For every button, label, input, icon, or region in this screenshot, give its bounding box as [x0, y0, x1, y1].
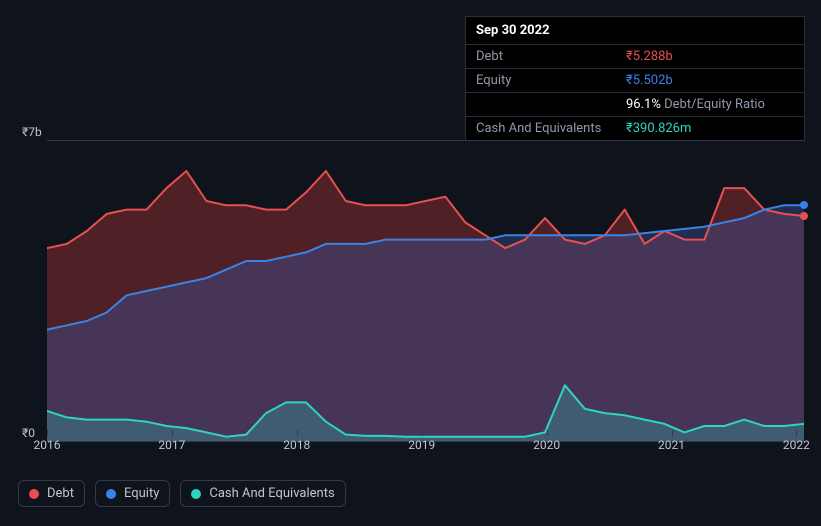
tooltip-row-debt: Debt ₹5.288b: [466, 45, 804, 69]
legend-dot-debt: [29, 489, 39, 499]
tooltip-date: Sep 30 2022: [466, 17, 804, 45]
ratio-value: 96.1%: [626, 97, 661, 112]
x-tick: [422, 430, 423, 436]
x-tick: [47, 430, 48, 436]
x-label: 2020: [533, 438, 560, 452]
legend-item-debt[interactable]: Debt: [18, 480, 85, 507]
x-tick: [796, 430, 797, 436]
x-tick: [547, 430, 548, 436]
tooltip-value-ratio: 96.1% Debt/Equity Ratio: [626, 97, 794, 112]
ratio-suffix: Debt/Equity Ratio: [661, 97, 765, 112]
legend-dot-cash: [191, 489, 201, 499]
x-label: 2019: [408, 438, 435, 452]
tooltip-row-ratio: 96.1% Debt/Equity Ratio: [466, 93, 804, 117]
x-label: 2022: [783, 438, 810, 452]
x-label: 2017: [158, 438, 185, 452]
x-tick: [297, 430, 298, 436]
y-axis-top-label: ₹7b: [22, 125, 42, 139]
x-tick: [672, 430, 673, 436]
end-marker-debt: [800, 212, 808, 220]
x-label: 2021: [658, 438, 685, 452]
legend-item-cash[interactable]: Cash And Equivalents: [180, 480, 345, 507]
legend-dot-equity: [106, 489, 116, 499]
tooltip-value-debt: ₹5.288b: [626, 49, 794, 64]
x-tick: [172, 430, 173, 436]
plot-area[interactable]: [47, 140, 804, 442]
end-marker-equity: [800, 201, 808, 209]
legend-label-cash: Cash And Equivalents: [209, 486, 334, 501]
tooltip-label-ratio: [476, 97, 626, 112]
chart: ₹7b ₹0 2016201720182019202020212022: [17, 120, 804, 465]
tooltip-label-debt: Debt: [476, 49, 626, 64]
x-label: 2018: [283, 438, 310, 452]
chart-svg: [47, 141, 804, 441]
legend-label-equity: Equity: [124, 486, 159, 501]
legend-item-equity[interactable]: Equity: [95, 480, 170, 507]
legend-label-debt: Debt: [47, 486, 74, 501]
tooltip-row-equity: Equity ₹5.502b: [466, 69, 804, 93]
tooltip-label-equity: Equity: [476, 73, 626, 88]
tooltip-value-equity: ₹5.502b: [626, 73, 794, 88]
x-label: 2016: [34, 438, 61, 452]
legend: Debt Equity Cash And Equivalents: [18, 480, 346, 507]
